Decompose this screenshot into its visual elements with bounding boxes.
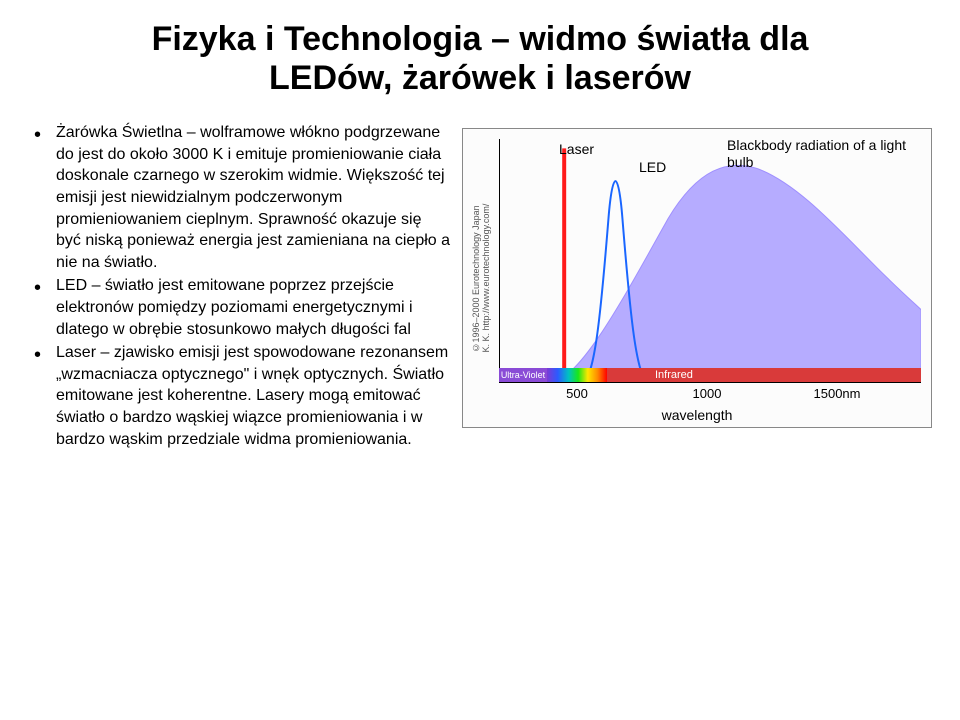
chart-copyright: ©1996–2000 Eurotechnology Japan K. K. ht… xyxy=(471,204,491,353)
infrared-band: Infrared xyxy=(607,368,921,382)
curves-svg xyxy=(499,139,921,383)
visible-band xyxy=(547,368,607,382)
label-blackbody: Blackbody radiation of a light bulb xyxy=(727,137,907,171)
spectrum-chart: ©1996–2000 Eurotechnology Japan K. K. ht… xyxy=(462,128,932,428)
list-item: Laser – zjawisko emisji jest spowodowane… xyxy=(28,342,450,450)
list-item: Żarówka Świetlna – wolframowe włókno pod… xyxy=(28,122,450,273)
label-led: LED xyxy=(639,159,666,175)
plot-area xyxy=(499,139,921,383)
x-axis-label: wavelength xyxy=(662,407,733,423)
x-axis xyxy=(499,382,921,383)
x-tick: 1000 xyxy=(693,386,722,401)
uv-band: Ultra-Violet xyxy=(499,368,547,382)
bullet-column: Żarówka Świetlna – wolframowe włókno pod… xyxy=(28,122,450,452)
label-laser: Laser xyxy=(559,141,594,157)
chart-column: ©1996–2000 Eurotechnology Japan K. K. ht… xyxy=(462,122,932,452)
x-tick: 1500nm xyxy=(814,386,861,401)
title-line-1: Fizyka i Technologia – widmo światła dla xyxy=(152,20,809,58)
y-axis xyxy=(499,139,500,383)
bullet-list: Żarówka Świetlna – wolframowe włókno pod… xyxy=(28,122,450,450)
list-item: LED – światło jest emitowane poprzez prz… xyxy=(28,275,450,340)
page-title: Fizyka i Technologia – widmo światła dla… xyxy=(28,20,932,98)
title-line-2: LEDów, żarówek i laserów xyxy=(269,59,691,97)
x-tick: 500 xyxy=(566,386,588,401)
laser-curve xyxy=(563,149,566,383)
content-row: Żarówka Świetlna – wolframowe włókno pod… xyxy=(28,122,932,452)
